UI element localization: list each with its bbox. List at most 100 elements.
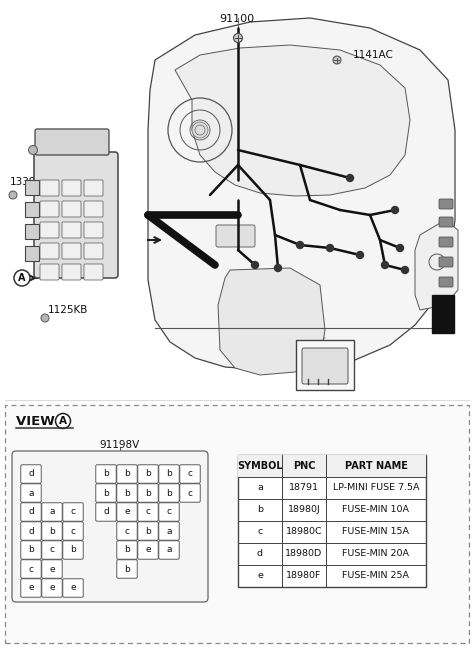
Circle shape: [41, 314, 49, 322]
Text: c: c: [28, 564, 34, 573]
FancyBboxPatch shape: [62, 201, 81, 217]
FancyBboxPatch shape: [439, 277, 453, 287]
FancyBboxPatch shape: [63, 579, 83, 597]
Bar: [238, 455, 426, 587]
FancyBboxPatch shape: [63, 522, 83, 540]
Circle shape: [252, 262, 258, 268]
Text: A: A: [59, 416, 67, 426]
FancyBboxPatch shape: [117, 503, 137, 521]
Text: b: b: [124, 470, 130, 478]
FancyBboxPatch shape: [117, 484, 137, 502]
FancyBboxPatch shape: [84, 180, 103, 196]
FancyBboxPatch shape: [62, 180, 81, 196]
FancyBboxPatch shape: [62, 222, 81, 238]
Text: a: a: [49, 507, 55, 516]
Text: 18980C: 18980C: [286, 527, 322, 537]
Text: 18980D: 18980D: [285, 550, 323, 559]
Text: b: b: [166, 470, 172, 478]
FancyBboxPatch shape: [40, 201, 59, 217]
FancyBboxPatch shape: [439, 257, 453, 267]
Text: c: c: [146, 507, 151, 516]
Text: b: b: [145, 526, 151, 535]
FancyBboxPatch shape: [40, 264, 59, 280]
Text: d: d: [28, 470, 34, 478]
FancyBboxPatch shape: [62, 243, 81, 259]
Circle shape: [9, 191, 17, 199]
FancyBboxPatch shape: [439, 199, 453, 209]
Text: VIEW: VIEW: [16, 415, 60, 428]
Text: FUSE-MIN 20A: FUSE-MIN 20A: [343, 550, 410, 559]
Text: a: a: [28, 489, 34, 498]
Text: d: d: [28, 507, 34, 516]
Circle shape: [327, 244, 334, 251]
FancyBboxPatch shape: [12, 451, 208, 602]
Circle shape: [333, 56, 341, 64]
FancyBboxPatch shape: [84, 222, 103, 238]
PathPatch shape: [415, 220, 458, 310]
FancyBboxPatch shape: [138, 541, 158, 559]
FancyBboxPatch shape: [21, 560, 41, 578]
FancyBboxPatch shape: [21, 465, 41, 483]
Circle shape: [192, 122, 208, 138]
FancyBboxPatch shape: [42, 522, 62, 540]
Text: b: b: [28, 546, 34, 555]
Text: b: b: [124, 564, 130, 573]
FancyBboxPatch shape: [159, 465, 179, 483]
FancyBboxPatch shape: [117, 522, 137, 540]
Bar: [25, 202, 39, 217]
Text: PNC: PNC: [293, 461, 315, 471]
FancyBboxPatch shape: [21, 503, 41, 521]
PathPatch shape: [218, 268, 325, 375]
FancyBboxPatch shape: [138, 484, 158, 502]
Circle shape: [195, 125, 205, 135]
Bar: [432, 295, 454, 333]
Text: b: b: [49, 526, 55, 535]
Text: b: b: [103, 489, 109, 498]
Text: d: d: [28, 526, 34, 535]
FancyBboxPatch shape: [180, 465, 200, 483]
FancyBboxPatch shape: [180, 484, 200, 502]
Text: a: a: [257, 483, 263, 492]
FancyBboxPatch shape: [138, 465, 158, 483]
Text: 18980F: 18980F: [286, 572, 322, 581]
Text: 18791: 18791: [289, 483, 319, 492]
FancyBboxPatch shape: [35, 129, 109, 155]
PathPatch shape: [148, 18, 455, 370]
FancyBboxPatch shape: [21, 541, 41, 559]
FancyBboxPatch shape: [138, 522, 158, 540]
FancyBboxPatch shape: [302, 348, 348, 384]
Text: 91188: 91188: [65, 143, 98, 153]
Circle shape: [382, 262, 389, 268]
FancyBboxPatch shape: [117, 465, 137, 483]
Circle shape: [14, 270, 30, 286]
Circle shape: [234, 34, 243, 43]
Text: c: c: [71, 526, 75, 535]
Text: b: b: [166, 489, 172, 498]
Bar: [25, 246, 39, 261]
FancyBboxPatch shape: [159, 484, 179, 502]
Circle shape: [55, 413, 71, 428]
Bar: [25, 180, 39, 195]
Circle shape: [401, 266, 409, 273]
Text: PART NAME: PART NAME: [345, 461, 408, 471]
FancyBboxPatch shape: [117, 560, 137, 578]
FancyBboxPatch shape: [84, 243, 103, 259]
Text: LP-MINI FUSE 7.5A: LP-MINI FUSE 7.5A: [333, 483, 419, 492]
Text: c: c: [166, 507, 172, 516]
FancyBboxPatch shape: [84, 201, 103, 217]
Text: c: c: [188, 489, 192, 498]
Circle shape: [346, 174, 354, 181]
Text: e: e: [49, 564, 55, 573]
FancyBboxPatch shape: [117, 541, 137, 559]
FancyBboxPatch shape: [5, 405, 469, 643]
Text: b: b: [145, 470, 151, 478]
Circle shape: [297, 242, 303, 248]
Text: FUSE-MIN 15A: FUSE-MIN 15A: [343, 527, 410, 537]
Text: FUSE-MIN 10A: FUSE-MIN 10A: [343, 505, 410, 515]
FancyBboxPatch shape: [40, 243, 59, 259]
Text: 1339CC: 1339CC: [10, 177, 51, 187]
Circle shape: [356, 251, 364, 259]
Text: e: e: [257, 572, 263, 581]
Text: b: b: [103, 470, 109, 478]
Text: A: A: [18, 273, 26, 283]
